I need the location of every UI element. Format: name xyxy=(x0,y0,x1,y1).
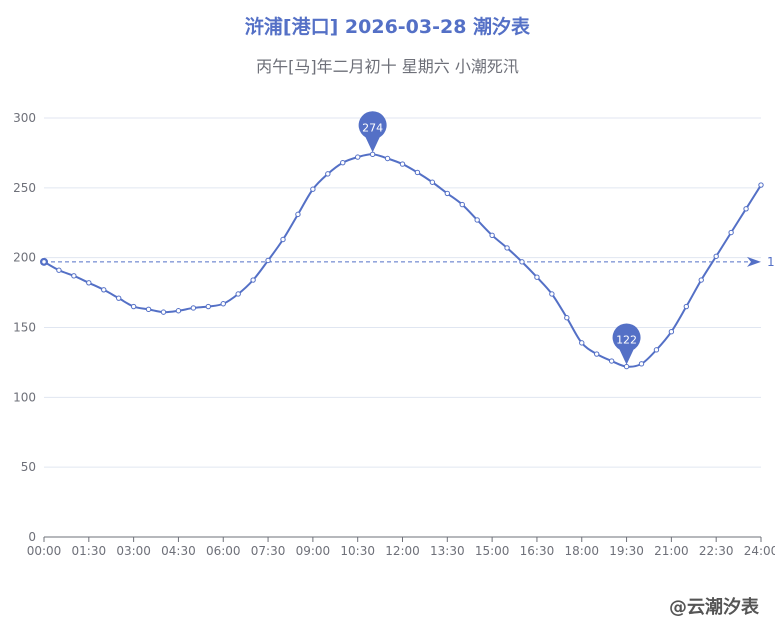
x-tick-label: 13:30 xyxy=(430,544,465,558)
data-point xyxy=(429,179,436,185)
x-tick-label: 15:00 xyxy=(475,544,510,558)
data-point xyxy=(384,155,391,162)
min-pin-label: 122 xyxy=(616,334,637,347)
data-point xyxy=(115,295,122,301)
grid-layer xyxy=(44,117,761,468)
y-tick-label: 150 xyxy=(13,321,36,335)
data-point xyxy=(101,287,107,293)
x-tick-label: 21:00 xyxy=(654,544,689,558)
data-point xyxy=(758,182,764,188)
data-point xyxy=(638,361,645,367)
data-point xyxy=(369,151,376,158)
x-tick-label: 12:00 xyxy=(385,544,420,558)
y-tick-label: 0 xyxy=(28,530,36,544)
series-layer xyxy=(41,151,764,370)
data-point xyxy=(474,217,480,223)
data-point xyxy=(399,161,406,167)
data-point xyxy=(220,301,226,307)
data-point xyxy=(414,169,421,176)
x-tick-label: 22:30 xyxy=(699,544,734,558)
max-pin xyxy=(358,111,387,153)
data-point xyxy=(56,267,62,273)
data-point xyxy=(235,291,241,297)
data-point xyxy=(280,236,286,243)
data-point xyxy=(549,291,555,297)
x-tick-label: 01:30 xyxy=(72,544,107,558)
data-point xyxy=(579,340,585,346)
data-point xyxy=(504,245,510,251)
chart-title: 浒浦[港口] 2026-03-28 潮汐表 xyxy=(244,16,531,38)
mark-line-arrow xyxy=(747,256,761,267)
data-point xyxy=(668,328,675,335)
tide-series-line xyxy=(43,153,762,368)
x-tick-label: 19:30 xyxy=(609,544,644,558)
y-tick-label: 200 xyxy=(13,251,36,265)
data-point xyxy=(205,303,212,310)
mark-line-label: 197 xyxy=(767,255,775,269)
data-point xyxy=(41,259,47,265)
axis-layer: 0 50 100 150 200 250 300 00:00 01:30 03:00 04:30 06… xyxy=(13,111,775,558)
data-point xyxy=(86,280,92,286)
data-point xyxy=(698,277,704,283)
max-pin-label: 274 xyxy=(362,121,383,134)
data-point xyxy=(519,259,525,265)
data-point xyxy=(444,190,451,197)
y-tick-label: 100 xyxy=(13,390,36,404)
data-point xyxy=(653,347,660,353)
data-point xyxy=(310,186,316,192)
min-pin xyxy=(612,323,641,365)
data-point xyxy=(295,211,301,218)
x-tick-label: 00:00 xyxy=(27,544,62,558)
data-point xyxy=(564,315,570,321)
data-point xyxy=(130,303,137,310)
data-point xyxy=(608,358,615,364)
data-point xyxy=(265,257,271,264)
data-point xyxy=(250,277,256,283)
pin-layer: 274 122 xyxy=(358,111,641,365)
data-point xyxy=(489,232,495,239)
x-tick-label: 18:00 xyxy=(564,544,599,558)
data-point xyxy=(743,206,749,212)
x-tick-label: 04:30 xyxy=(161,544,196,558)
y-tick-label: 50 xyxy=(21,460,36,474)
data-point xyxy=(683,303,690,310)
data-point xyxy=(325,171,331,177)
x-tick-label: 07:30 xyxy=(251,544,286,558)
x-tick-label: 10:30 xyxy=(340,544,375,558)
x-tick-label: 09:00 xyxy=(296,544,331,558)
data-point xyxy=(623,363,630,370)
data-point xyxy=(160,309,167,315)
chart-subtitle: 丙午[马]年二月初十 星期六 小潮死汛 xyxy=(256,57,519,76)
data-point xyxy=(354,154,361,160)
y-tick-label: 300 xyxy=(13,111,36,125)
data-point xyxy=(534,274,540,280)
watermark: @云潮汐表 xyxy=(669,597,759,618)
x-tick-label: 03:00 xyxy=(116,544,151,558)
data-point xyxy=(71,273,77,279)
mark-line: 197 xyxy=(40,255,775,269)
y-tick-label: 250 xyxy=(13,181,36,195)
x-tick-label: 16:30 xyxy=(520,544,555,558)
data-point xyxy=(175,308,182,314)
data-point xyxy=(593,351,600,357)
data-point xyxy=(190,305,197,311)
data-point xyxy=(713,253,719,259)
data-point xyxy=(340,159,346,166)
x-tick-label: 06:00 xyxy=(206,544,241,558)
data-point xyxy=(728,229,734,236)
data-point xyxy=(145,306,152,313)
x-tick-label: 24:00 xyxy=(744,544,775,558)
data-point xyxy=(459,201,465,208)
